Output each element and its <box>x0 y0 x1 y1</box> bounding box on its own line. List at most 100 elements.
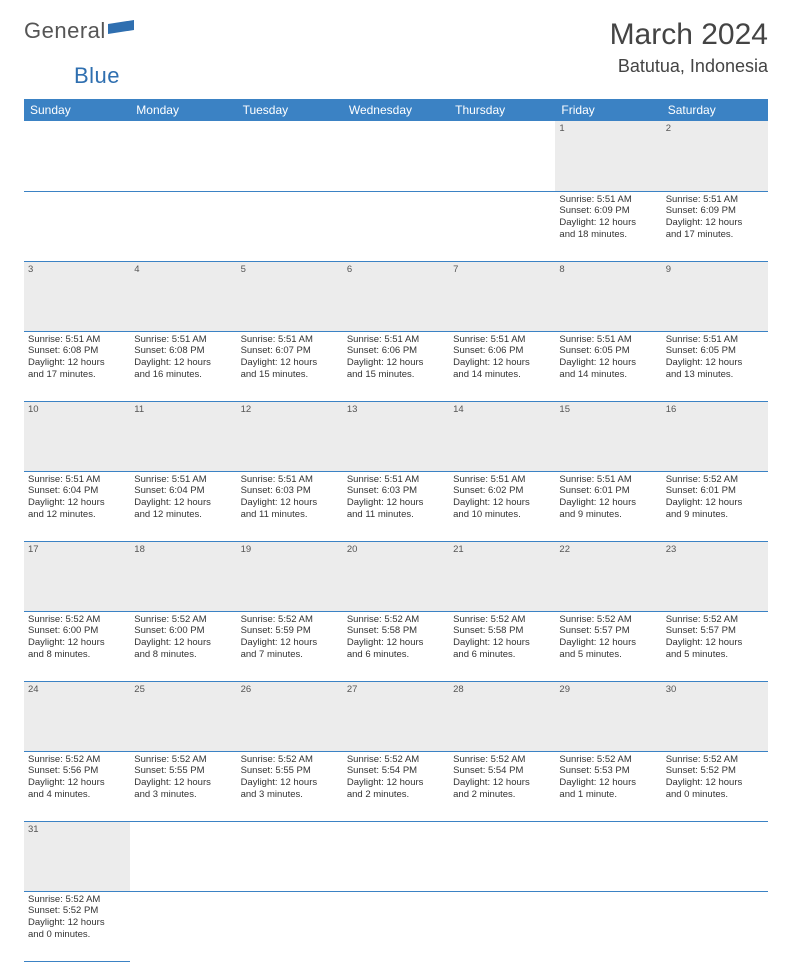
sunset-text: Sunset: 5:52 PM <box>28 905 126 917</box>
daylight-text: Daylight: 12 hours <box>134 637 232 649</box>
daylight-text: and 8 minutes. <box>28 649 126 661</box>
daylight-text: Daylight: 12 hours <box>28 637 126 649</box>
daylight-text: Daylight: 12 hours <box>559 497 657 509</box>
sunset-text: Sunset: 5:52 PM <box>666 765 764 777</box>
daylight-text: and 1 minute. <box>559 789 657 801</box>
calendar-body: 12 Sunrise: 5:51 AMSunset: 6:09 PMDaylig… <box>24 121 768 961</box>
day-number-row: 31 <box>24 821 768 891</box>
day-detail-cell: Sunrise: 5:51 AMSunset: 6:05 PMDaylight:… <box>662 331 768 401</box>
sunrise-text: Sunrise: 5:52 AM <box>347 614 445 626</box>
daylight-text: Daylight: 12 hours <box>666 357 764 369</box>
daylight-text: Daylight: 12 hours <box>241 357 339 369</box>
sunrise-text: Sunrise: 5:51 AM <box>559 334 657 346</box>
month-title: March 2024 <box>610 18 768 52</box>
day-number-cell <box>24 121 130 191</box>
daylight-text: Daylight: 12 hours <box>134 357 232 369</box>
day-detail-cell: Sunrise: 5:51 AMSunset: 6:07 PMDaylight:… <box>237 331 343 401</box>
day-detail-cell: Sunrise: 5:51 AMSunset: 6:03 PMDaylight:… <box>343 471 449 541</box>
weekday-header: Monday <box>130 99 236 121</box>
day-detail-cell: Sunrise: 5:52 AMSunset: 6:00 PMDaylight:… <box>130 611 236 681</box>
sunrise-text: Sunrise: 5:52 AM <box>28 754 126 766</box>
sunrise-text: Sunrise: 5:52 AM <box>559 614 657 626</box>
day-number-cell: 10 <box>24 401 130 471</box>
daylight-text: and 7 minutes. <box>241 649 339 661</box>
sunset-text: Sunset: 5:57 PM <box>666 625 764 637</box>
daylight-text: and 14 minutes. <box>453 369 551 381</box>
day-detail-cell <box>237 891 343 961</box>
day-detail-cell: Sunrise: 5:52 AMSunset: 5:58 PMDaylight:… <box>343 611 449 681</box>
sunset-text: Sunset: 6:03 PM <box>241 485 339 497</box>
sunset-text: Sunset: 5:53 PM <box>559 765 657 777</box>
day-detail-cell <box>130 891 236 961</box>
day-number-cell: 13 <box>343 401 449 471</box>
day-detail-cell: Sunrise: 5:51 AMSunset: 6:08 PMDaylight:… <box>130 331 236 401</box>
daylight-text: and 0 minutes. <box>666 789 764 801</box>
day-number-cell <box>555 821 661 891</box>
day-detail-row: Sunrise: 5:52 AMSunset: 6:00 PMDaylight:… <box>24 611 768 681</box>
sunrise-text: Sunrise: 5:52 AM <box>28 894 126 906</box>
sunrise-text: Sunrise: 5:52 AM <box>666 614 764 626</box>
day-number-cell <box>343 821 449 891</box>
flag-icon <box>108 20 134 43</box>
sunset-text: Sunset: 6:02 PM <box>453 485 551 497</box>
daylight-text: and 11 minutes. <box>347 509 445 521</box>
daylight-text: Daylight: 12 hours <box>559 357 657 369</box>
daylight-text: Daylight: 12 hours <box>347 497 445 509</box>
daylight-text: Daylight: 12 hours <box>453 497 551 509</box>
day-number-cell: 23 <box>662 541 768 611</box>
sunrise-text: Sunrise: 5:52 AM <box>134 754 232 766</box>
day-detail-cell: Sunrise: 5:52 AMSunset: 5:52 PMDaylight:… <box>24 891 130 961</box>
sunset-text: Sunset: 6:06 PM <box>347 345 445 357</box>
day-detail-row: Sunrise: 5:52 AMSunset: 5:52 PMDaylight:… <box>24 891 768 961</box>
day-detail-row: Sunrise: 5:51 AMSunset: 6:08 PMDaylight:… <box>24 331 768 401</box>
sunset-text: Sunset: 6:01 PM <box>666 485 764 497</box>
daylight-text: Daylight: 12 hours <box>134 777 232 789</box>
daylight-text: and 12 minutes. <box>134 509 232 521</box>
weekday-header: Tuesday <box>237 99 343 121</box>
sunset-text: Sunset: 6:05 PM <box>666 345 764 357</box>
day-detail-cell <box>555 891 661 961</box>
daylight-text: and 15 minutes. <box>347 369 445 381</box>
daylight-text: and 18 minutes. <box>559 229 657 241</box>
day-detail-cell: Sunrise: 5:52 AMSunset: 5:57 PMDaylight:… <box>662 611 768 681</box>
daylight-text: Daylight: 12 hours <box>666 217 764 229</box>
day-detail-cell: Sunrise: 5:51 AMSunset: 6:04 PMDaylight:… <box>130 471 236 541</box>
sunset-text: Sunset: 6:05 PM <box>559 345 657 357</box>
daylight-text: and 10 minutes. <box>453 509 551 521</box>
day-number-row: 3456789 <box>24 261 768 331</box>
day-detail-cell <box>343 891 449 961</box>
daylight-text: Daylight: 12 hours <box>241 497 339 509</box>
sunset-text: Sunset: 5:55 PM <box>134 765 232 777</box>
day-number-row: 24252627282930 <box>24 681 768 751</box>
calendar-table: Sunday Monday Tuesday Wednesday Thursday… <box>24 99 768 962</box>
day-detail-row: Sunrise: 5:51 AMSunset: 6:04 PMDaylight:… <box>24 471 768 541</box>
daylight-text: and 9 minutes. <box>666 509 764 521</box>
daylight-text: and 3 minutes. <box>241 789 339 801</box>
day-number-cell: 1 <box>555 121 661 191</box>
logo-text-blue: Blue <box>74 63 120 88</box>
sunset-text: Sunset: 6:09 PM <box>666 205 764 217</box>
day-number-cell: 8 <box>555 261 661 331</box>
sunrise-text: Sunrise: 5:51 AM <box>241 474 339 486</box>
daylight-text: Daylight: 12 hours <box>453 777 551 789</box>
weekday-header: Sunday <box>24 99 130 121</box>
day-number-cell: 11 <box>130 401 236 471</box>
daylight-text: Daylight: 12 hours <box>241 637 339 649</box>
day-number-cell: 2 <box>662 121 768 191</box>
sunset-text: Sunset: 5:58 PM <box>453 625 551 637</box>
day-number-cell: 26 <box>237 681 343 751</box>
sunrise-text: Sunrise: 5:51 AM <box>347 334 445 346</box>
day-number-cell <box>662 821 768 891</box>
day-detail-cell: Sunrise: 5:52 AMSunset: 6:01 PMDaylight:… <box>662 471 768 541</box>
day-detail-cell <box>662 891 768 961</box>
daylight-text: and 16 minutes. <box>134 369 232 381</box>
day-number-cell: 17 <box>24 541 130 611</box>
sunset-text: Sunset: 5:55 PM <box>241 765 339 777</box>
sunrise-text: Sunrise: 5:51 AM <box>666 334 764 346</box>
day-number-cell: 19 <box>237 541 343 611</box>
daylight-text: Daylight: 12 hours <box>347 637 445 649</box>
day-number-cell <box>237 121 343 191</box>
day-detail-row: Sunrise: 5:51 AMSunset: 6:09 PMDaylight:… <box>24 191 768 261</box>
sunrise-text: Sunrise: 5:52 AM <box>134 614 232 626</box>
day-detail-cell <box>130 191 236 261</box>
